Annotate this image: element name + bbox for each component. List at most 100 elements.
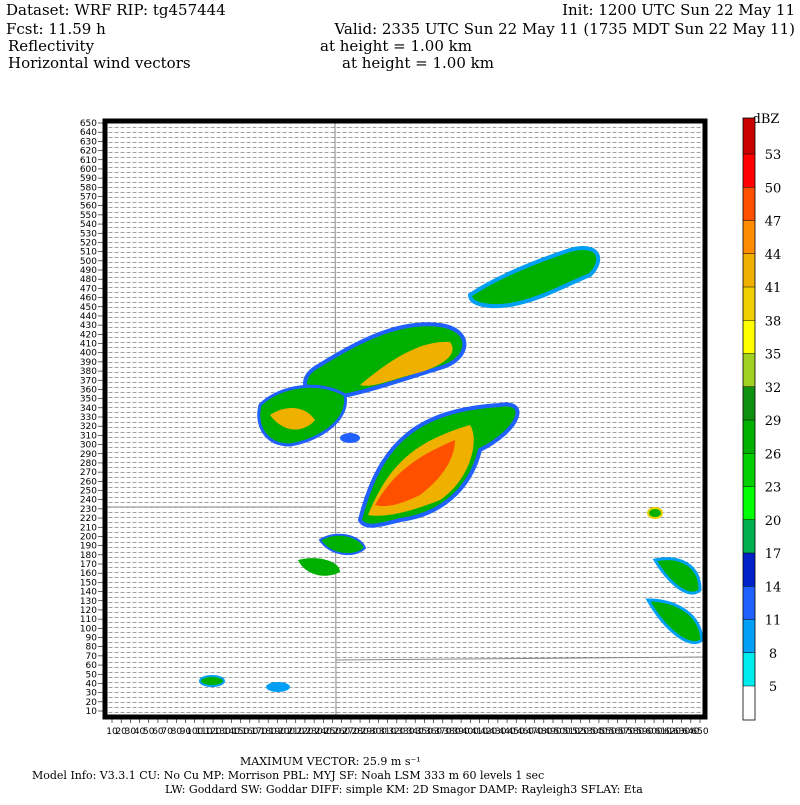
x-tick-label: 90 bbox=[180, 727, 192, 737]
plot-area bbox=[102, 118, 708, 720]
colorbar-swatch bbox=[743, 386, 755, 420]
x-tick-label: 480 bbox=[535, 727, 552, 737]
x-tick-label: 440 bbox=[498, 727, 515, 737]
colorbar-swatch bbox=[743, 187, 755, 221]
colorbar-label: 50 bbox=[765, 181, 782, 196]
y-tick-label: 600 bbox=[80, 165, 97, 175]
x-tick-label: 20 bbox=[115, 727, 127, 737]
x-tick-label: 190 bbox=[269, 727, 286, 737]
x-tick-label: 100 bbox=[186, 727, 203, 737]
y-tick-label: 220 bbox=[80, 514, 97, 524]
reflectivity bbox=[199, 246, 704, 692]
x-tick-label: 510 bbox=[563, 727, 580, 737]
colorbar-label: 26 bbox=[765, 447, 782, 462]
x-tick-label: 270 bbox=[342, 727, 359, 737]
y-tick-label: 650 bbox=[80, 119, 97, 129]
x-tick-label: 50 bbox=[143, 727, 155, 737]
y-tick-label: 290 bbox=[80, 450, 97, 460]
x-tick-label: 500 bbox=[554, 727, 571, 737]
colorbar-swatch bbox=[743, 287, 755, 321]
y-tick-label: 340 bbox=[80, 404, 97, 414]
colorbar-swatch bbox=[743, 519, 755, 553]
y-tick-label: 350 bbox=[80, 395, 97, 405]
colorbar-swatch bbox=[743, 686, 755, 720]
colorbar-swatch bbox=[743, 154, 755, 188]
x-tick-label: 70 bbox=[161, 727, 173, 737]
plot-frame bbox=[102, 118, 708, 720]
x-tick-label: 290 bbox=[361, 727, 378, 737]
x-tick-label: 650 bbox=[691, 727, 708, 737]
y-tick-label: 270 bbox=[80, 468, 97, 478]
y-tick-label: 330 bbox=[80, 413, 97, 423]
y-tick-label: 480 bbox=[80, 275, 97, 285]
y-tick-label: 170 bbox=[80, 560, 97, 570]
x-tick-label: 40 bbox=[134, 727, 146, 737]
y-tick-label: 410 bbox=[80, 340, 97, 350]
valid-time: Valid: 2335 UTC Sun 22 May 11 (1735 MDT … bbox=[333, 20, 795, 38]
colorbar-swatch bbox=[743, 586, 755, 620]
y-tick-label: 590 bbox=[80, 174, 97, 184]
field-name: Horizontal wind vectors bbox=[8, 54, 191, 72]
forecast-hour: Fcst: 11.59 h bbox=[6, 20, 106, 38]
y-tick-label: 320 bbox=[80, 422, 97, 432]
x-tick-label: 300 bbox=[370, 727, 387, 737]
colorbar-label: 8 bbox=[769, 647, 777, 662]
field-name: Reflectivity bbox=[8, 37, 95, 55]
x-tick-label: 430 bbox=[489, 727, 506, 737]
x-tick-label: 200 bbox=[278, 727, 295, 737]
x-tick-label: 130 bbox=[214, 727, 231, 737]
x-tick-label: 360 bbox=[425, 727, 442, 737]
y-tick-label: 10 bbox=[86, 707, 98, 717]
x-tick-label: 240 bbox=[315, 727, 332, 737]
max-vector: MAXIMUM VECTOR: 25.9 m s⁻¹ bbox=[240, 755, 421, 768]
y-tick-label: 560 bbox=[80, 202, 97, 212]
y-tick-label: 160 bbox=[80, 569, 97, 579]
y-tick-label: 470 bbox=[80, 284, 97, 294]
y-tick-label: 610 bbox=[80, 156, 97, 166]
y-tick-label: 180 bbox=[80, 551, 97, 561]
colorbar-label: 32 bbox=[765, 381, 782, 396]
colorbar-swatch bbox=[743, 220, 755, 254]
x-tick-label: 160 bbox=[241, 727, 258, 737]
colorbar-label: 17 bbox=[765, 547, 782, 562]
y-tick-label: 540 bbox=[80, 220, 97, 230]
x-tick-label: 590 bbox=[636, 727, 653, 737]
x-tick-label: 540 bbox=[590, 727, 607, 737]
y-tick-label: 310 bbox=[80, 431, 97, 441]
y-tick-label: 450 bbox=[80, 303, 97, 313]
init-time: Init: 1200 UTC Sun 22 May 11 bbox=[562, 1, 795, 19]
x-tick-label: 620 bbox=[664, 727, 681, 737]
y-tick-label: 530 bbox=[80, 229, 97, 239]
x-tick-label: 10 bbox=[106, 727, 118, 737]
colorbar-label: 20 bbox=[765, 514, 782, 529]
y-tick-label: 200 bbox=[80, 532, 97, 542]
y-tick-label: 370 bbox=[80, 376, 97, 386]
colorbar-swatch bbox=[743, 486, 755, 520]
y-tick-label: 300 bbox=[80, 441, 97, 451]
x-tick-label: 490 bbox=[544, 727, 561, 737]
y-tick-label: 40 bbox=[86, 679, 98, 689]
colorbar-swatch bbox=[743, 619, 755, 653]
x-tick-label: 120 bbox=[204, 727, 221, 737]
x-tick-label: 520 bbox=[572, 727, 589, 737]
x-tick-label: 630 bbox=[673, 727, 690, 737]
x-tick-label: 420 bbox=[480, 727, 497, 737]
y-tick-label: 390 bbox=[80, 358, 97, 368]
y-tick-label: 60 bbox=[86, 661, 98, 671]
y-tick-label: 640 bbox=[80, 128, 97, 138]
colorbar-label: 35 bbox=[765, 348, 782, 363]
colorbar-label: 23 bbox=[765, 481, 782, 496]
y-tick-label: 260 bbox=[80, 477, 97, 487]
x-tick-label: 110 bbox=[195, 727, 212, 737]
y-tick-label: 20 bbox=[86, 698, 98, 708]
colorbar-label: 5 bbox=[769, 680, 777, 695]
x-tick-label: 320 bbox=[388, 727, 405, 737]
y-tick-label: 30 bbox=[86, 689, 98, 699]
y-tick-label: 230 bbox=[80, 505, 97, 515]
y-tick-label: 360 bbox=[80, 385, 97, 395]
colorbar-swatch bbox=[743, 253, 755, 287]
y-tick-label: 400 bbox=[80, 349, 97, 359]
y-tick-label: 510 bbox=[80, 248, 97, 258]
x-tick-label: 150 bbox=[232, 727, 249, 737]
colorbar-label: 47 bbox=[765, 215, 782, 230]
